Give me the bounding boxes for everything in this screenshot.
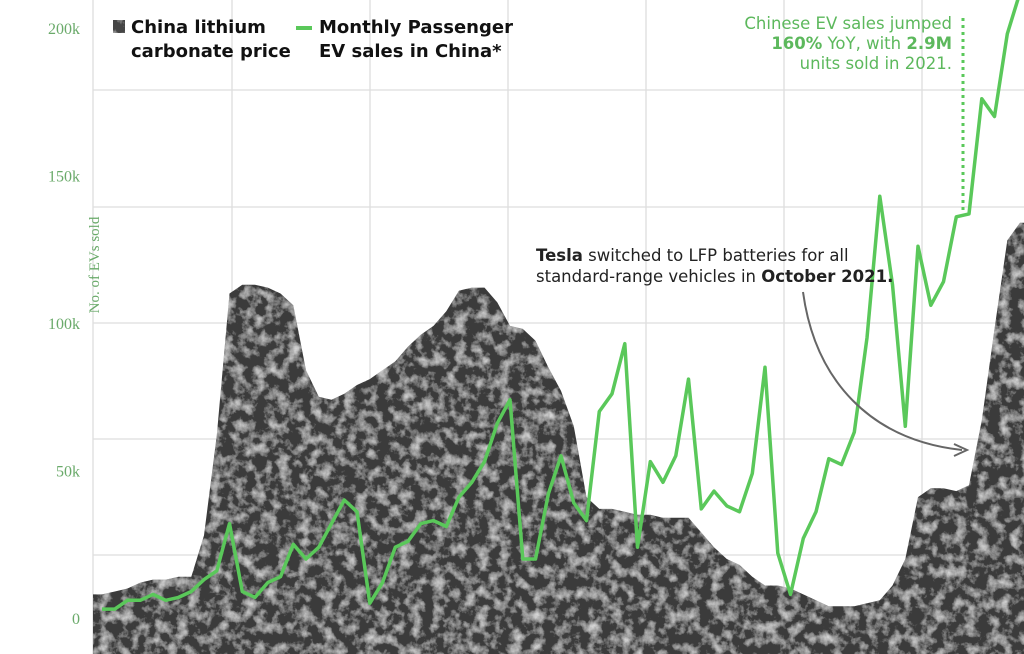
ev-sales-line: [102, 0, 1020, 611]
arrowhead-icon: [953, 443, 970, 457]
annotation-text: standard-range vehicles in October 2021.: [536, 266, 893, 287]
y-axis-label: No. of EVs sold: [87, 216, 103, 313]
y-tick-label: 0: [72, 611, 80, 628]
annotation-arrow: [802, 291, 963, 451]
annotation-text: units sold in 2021.: [799, 54, 952, 73]
annotation-text: switched to LFP batteries for all: [582, 246, 849, 265]
legend-label: EV sales in China*: [319, 41, 502, 62]
legend-lithium-swatch-icon: [113, 20, 125, 33]
legend-item-ev-sales: Monthly Passenger EV sales in China*: [319, 16, 513, 64]
annotation-text: standard-range vehicles in: [536, 267, 762, 286]
y-tick-label: 50k: [56, 464, 80, 481]
annotation-bold: 160%: [771, 34, 823, 53]
legend-label: China lithium: [131, 17, 266, 38]
annotation-bold: Tesla: [536, 246, 583, 265]
y-axis-ticks: 0 50k 100k 150k 200k: [48, 21, 80, 628]
annotation-text: YoY, with: [822, 34, 907, 53]
lithium-price-area: [93, 222, 1024, 654]
legend-label: carbonate price: [131, 41, 291, 62]
annotation-text: Chinese EV sales jumped: [744, 14, 952, 33]
legend-label: Monthly Passenger: [319, 17, 513, 38]
ev-sales-line-layer: [102, 0, 1020, 611]
y-tick-label: 100k: [48, 316, 80, 333]
annotation-bold: 2.9M: [906, 34, 952, 53]
annotation-tesla: Tesla switched to LFP batteries for all …: [536, 245, 893, 287]
lithium-price-area-layer: [93, 222, 1024, 654]
annotation-text: Tesla switched to LFP batteries for all: [536, 245, 893, 266]
legend-item-lithium: China lithium carbonate price: [131, 16, 291, 64]
annotation-bold: October 2021.: [761, 267, 894, 286]
y-tick-label: 150k: [48, 169, 80, 186]
y-tick-label: 200k: [48, 21, 80, 38]
annotation-ev-jump: Chinese EV sales jumped 160% YoY, with 2…: [744, 14, 952, 74]
annotation-text: 160% YoY, with 2.9M: [744, 34, 952, 54]
